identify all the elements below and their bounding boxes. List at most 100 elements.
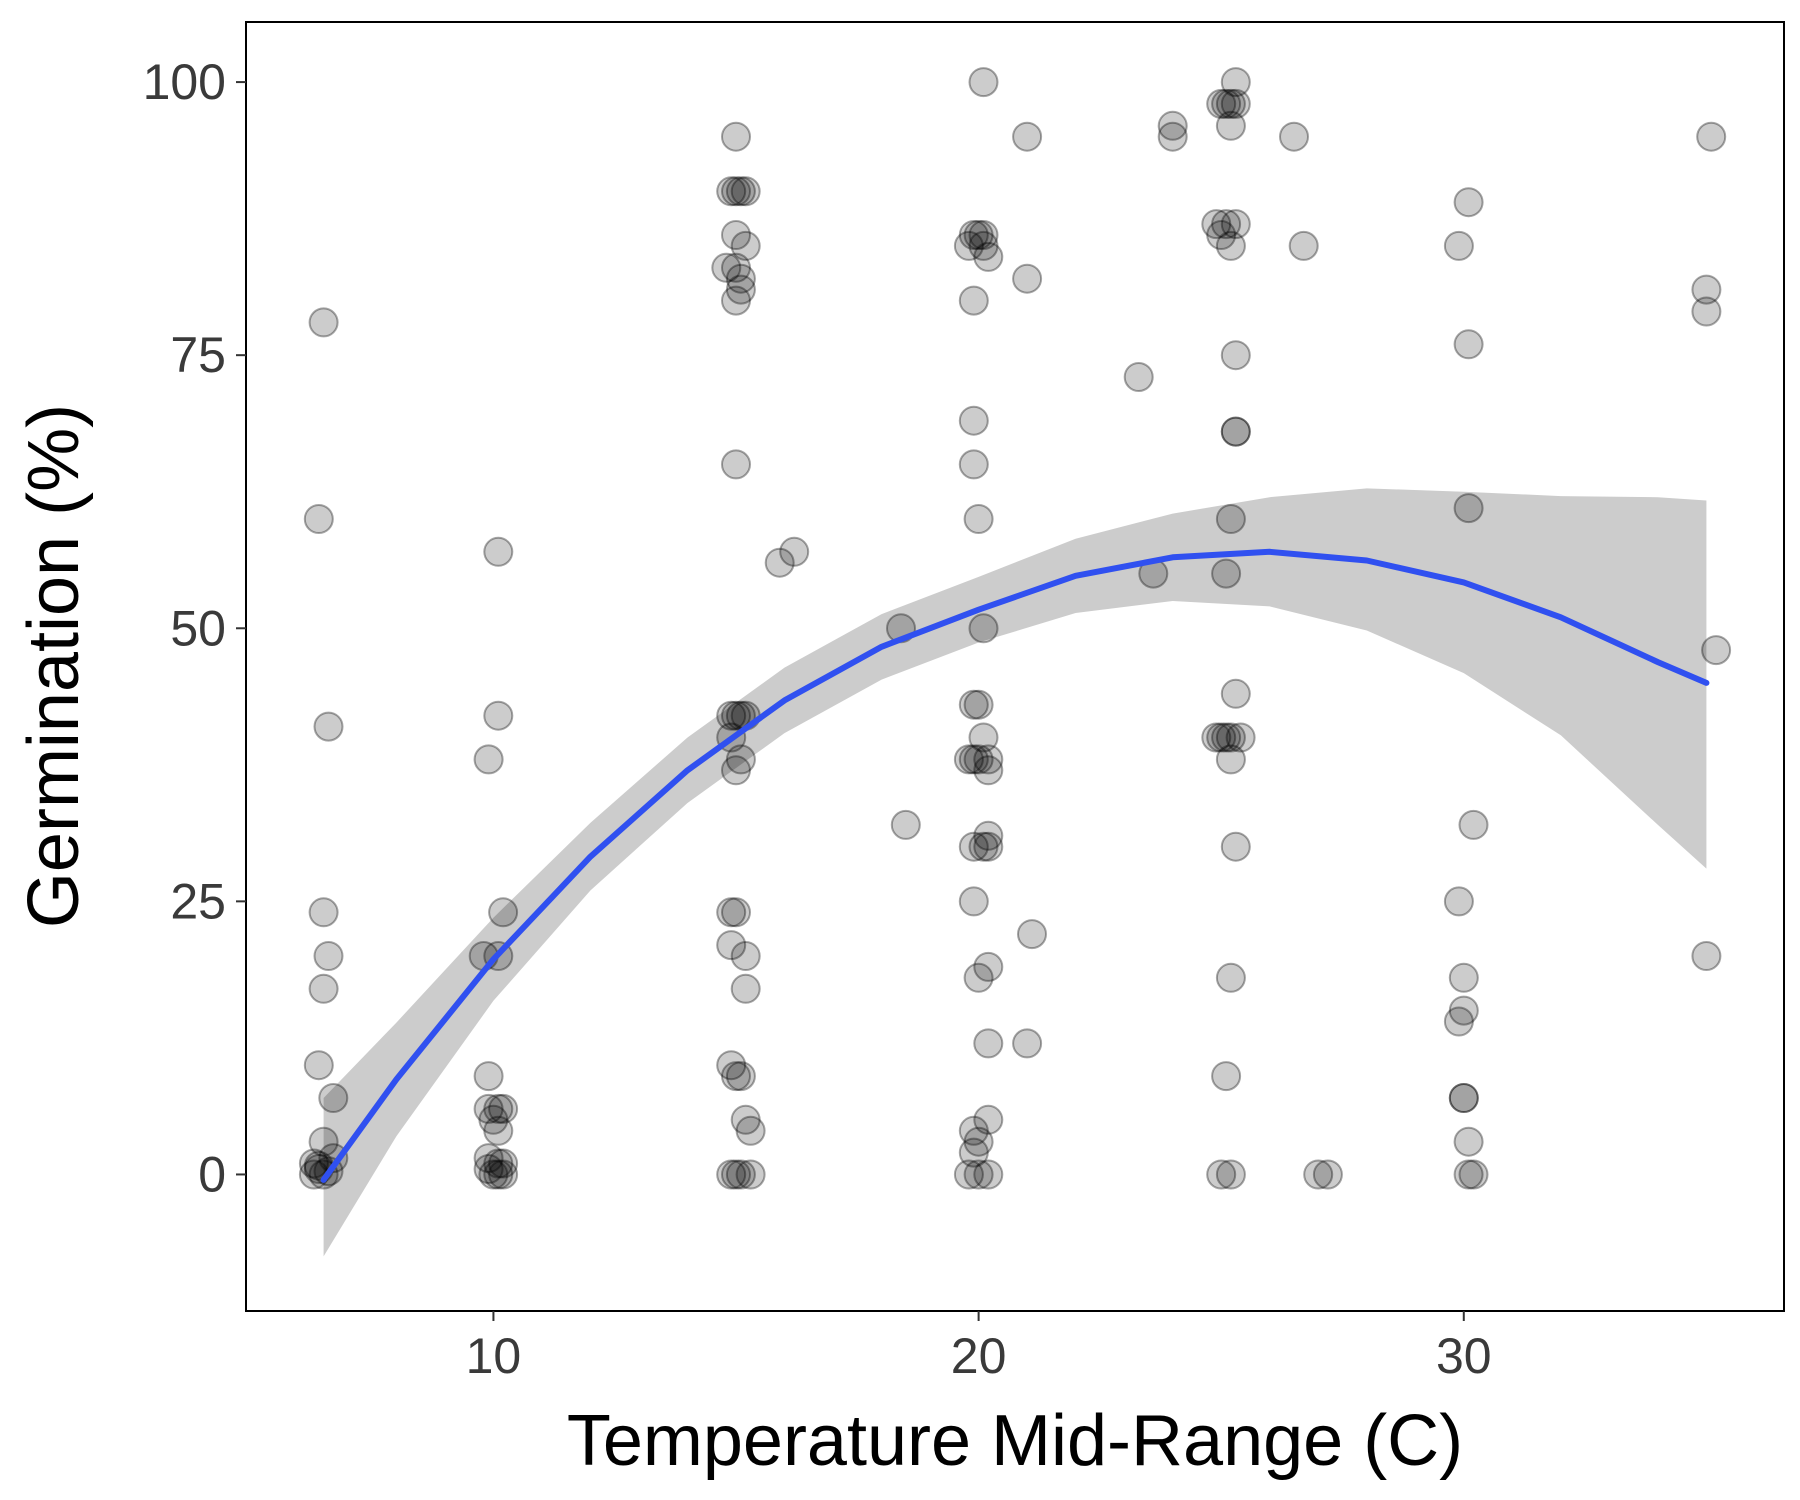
data-point xyxy=(488,897,519,928)
data-point xyxy=(1012,263,1043,294)
data-point xyxy=(308,1126,339,1157)
data-point xyxy=(779,536,810,567)
data-point xyxy=(958,1137,989,1168)
data-point xyxy=(968,67,999,98)
data-point xyxy=(1215,110,1246,141)
data-point xyxy=(973,755,1004,786)
data-point xyxy=(1288,230,1319,261)
data-point xyxy=(958,449,989,480)
data-point xyxy=(1691,941,1722,971)
data-point xyxy=(1220,209,1251,240)
data-point xyxy=(483,1159,514,1190)
x-tick-label: 20 xyxy=(951,1328,1007,1384)
data-point xyxy=(1696,121,1727,152)
data-point xyxy=(1453,329,1484,360)
data-point xyxy=(958,405,989,436)
data-point xyxy=(1220,67,1251,98)
data-point xyxy=(483,1148,514,1179)
data-point xyxy=(721,897,751,928)
data-point xyxy=(473,744,504,775)
data-point xyxy=(730,1104,761,1135)
data-point xyxy=(298,1159,329,1190)
data-point xyxy=(473,1143,504,1174)
data-point xyxy=(1448,1083,1479,1113)
data-point xyxy=(725,1159,756,1190)
data-point xyxy=(1157,110,1188,141)
data-point xyxy=(730,230,761,261)
data-point xyxy=(973,744,1004,775)
data-point xyxy=(716,700,747,731)
data-point xyxy=(318,1083,349,1113)
data-point xyxy=(725,263,756,294)
data-point xyxy=(721,285,751,316)
data-point xyxy=(1215,230,1246,261)
y-tick-label: 0 xyxy=(198,1146,226,1202)
data-point xyxy=(1225,722,1256,753)
data-point xyxy=(308,307,339,338)
data-point xyxy=(298,1148,329,1179)
data-point xyxy=(488,1159,519,1190)
y-axis: 0 25 50 75 100 xyxy=(143,54,246,1202)
data-point xyxy=(488,1148,519,1179)
data-points-layer xyxy=(298,67,1732,1190)
data-point xyxy=(973,241,1004,272)
data-point xyxy=(968,722,999,753)
y-tick-label: 75 xyxy=(170,327,226,383)
data-point xyxy=(963,689,994,720)
data-point xyxy=(721,755,751,786)
data-point xyxy=(1448,1083,1479,1113)
data-point xyxy=(973,820,1004,851)
data-point xyxy=(730,941,761,971)
data-point xyxy=(1220,416,1251,447)
data-point xyxy=(1279,121,1309,152)
data-point xyxy=(725,1061,756,1092)
data-point xyxy=(1211,209,1242,240)
data-point xyxy=(963,504,994,534)
data-point xyxy=(303,504,334,534)
data-point xyxy=(1448,995,1479,1026)
y-tick-label: 100 xyxy=(143,54,226,110)
data-point xyxy=(958,886,989,917)
data-point xyxy=(725,274,756,305)
data-point xyxy=(721,1061,751,1092)
data-point xyxy=(963,962,994,993)
fit-line xyxy=(320,548,1710,1183)
data-point xyxy=(721,449,751,480)
data-point xyxy=(1017,919,1047,950)
data-point xyxy=(1215,88,1246,119)
data-point xyxy=(721,220,751,250)
data-point xyxy=(730,176,761,207)
data-point xyxy=(318,1143,349,1174)
data-point xyxy=(478,1104,509,1135)
data-point xyxy=(1215,504,1246,534)
data-point xyxy=(1458,1159,1489,1190)
data-point xyxy=(958,1115,989,1146)
data-point xyxy=(483,536,514,567)
data-point xyxy=(1211,1061,1242,1092)
data-point xyxy=(1220,416,1251,447)
data-point xyxy=(1220,340,1251,371)
data-point xyxy=(968,613,999,644)
data-point xyxy=(473,1093,504,1124)
data-point xyxy=(1701,635,1732,666)
data-point xyxy=(968,831,999,862)
data-point xyxy=(1201,209,1232,240)
data-point xyxy=(1012,1028,1043,1059)
plot-panel-border xyxy=(245,21,1785,1312)
data-point xyxy=(725,744,756,775)
data-point xyxy=(1691,296,1722,327)
confidence-ribbon xyxy=(323,488,1707,1257)
data-point xyxy=(963,744,994,775)
data-point xyxy=(1211,88,1242,119)
data-point xyxy=(721,252,751,283)
x-axis-title: Temperature Mid-Range (C) xyxy=(567,1401,1463,1481)
data-point xyxy=(1215,722,1246,753)
data-point xyxy=(308,897,339,928)
data-point xyxy=(308,973,339,1004)
data-point xyxy=(721,1159,751,1190)
data-point xyxy=(735,1115,766,1146)
fit-line-layer xyxy=(320,548,1710,1183)
data-point xyxy=(963,1126,994,1157)
data-point xyxy=(473,1061,504,1092)
